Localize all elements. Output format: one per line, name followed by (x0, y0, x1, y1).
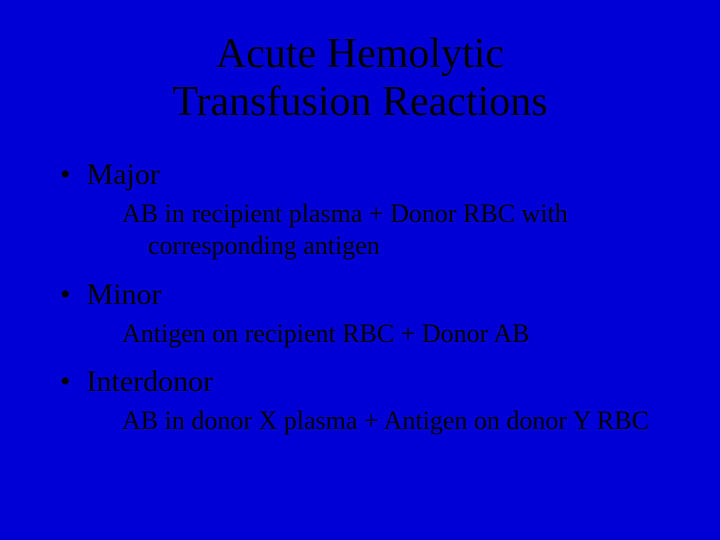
sub-text-minor: Antigen on recipient RBC + Donor AB (86, 318, 680, 351)
sub-text-major: AB in recipient plasma + Donor RBC with … (86, 198, 680, 263)
bullet-item-interdonor: • Interdonor (60, 362, 680, 401)
bullet-marker: • (60, 362, 71, 401)
bullet-item-minor: • Minor (60, 275, 680, 314)
bullet-label-major: Major (87, 155, 160, 194)
slide-content: • Major AB in recipient plasma + Donor R… (40, 155, 680, 438)
sub-text-interdonor: AB in donor X plasma + Antigen on donor … (86, 405, 680, 438)
bullet-label-minor: Minor (87, 275, 162, 314)
title-line-1: Acute Hemolytic (216, 31, 504, 77)
bullet-item-major: • Major (60, 155, 680, 194)
bullet-label-interdonor: Interdonor (87, 362, 214, 401)
bullet-marker: • (60, 155, 71, 194)
title-line-2: Transfusion Reactions (172, 79, 547, 125)
bullet-marker: • (60, 275, 71, 314)
slide-title: Acute Hemolytic Transfusion Reactions (40, 30, 680, 127)
slide-container: Acute Hemolytic Transfusion Reactions • … (0, 0, 720, 540)
